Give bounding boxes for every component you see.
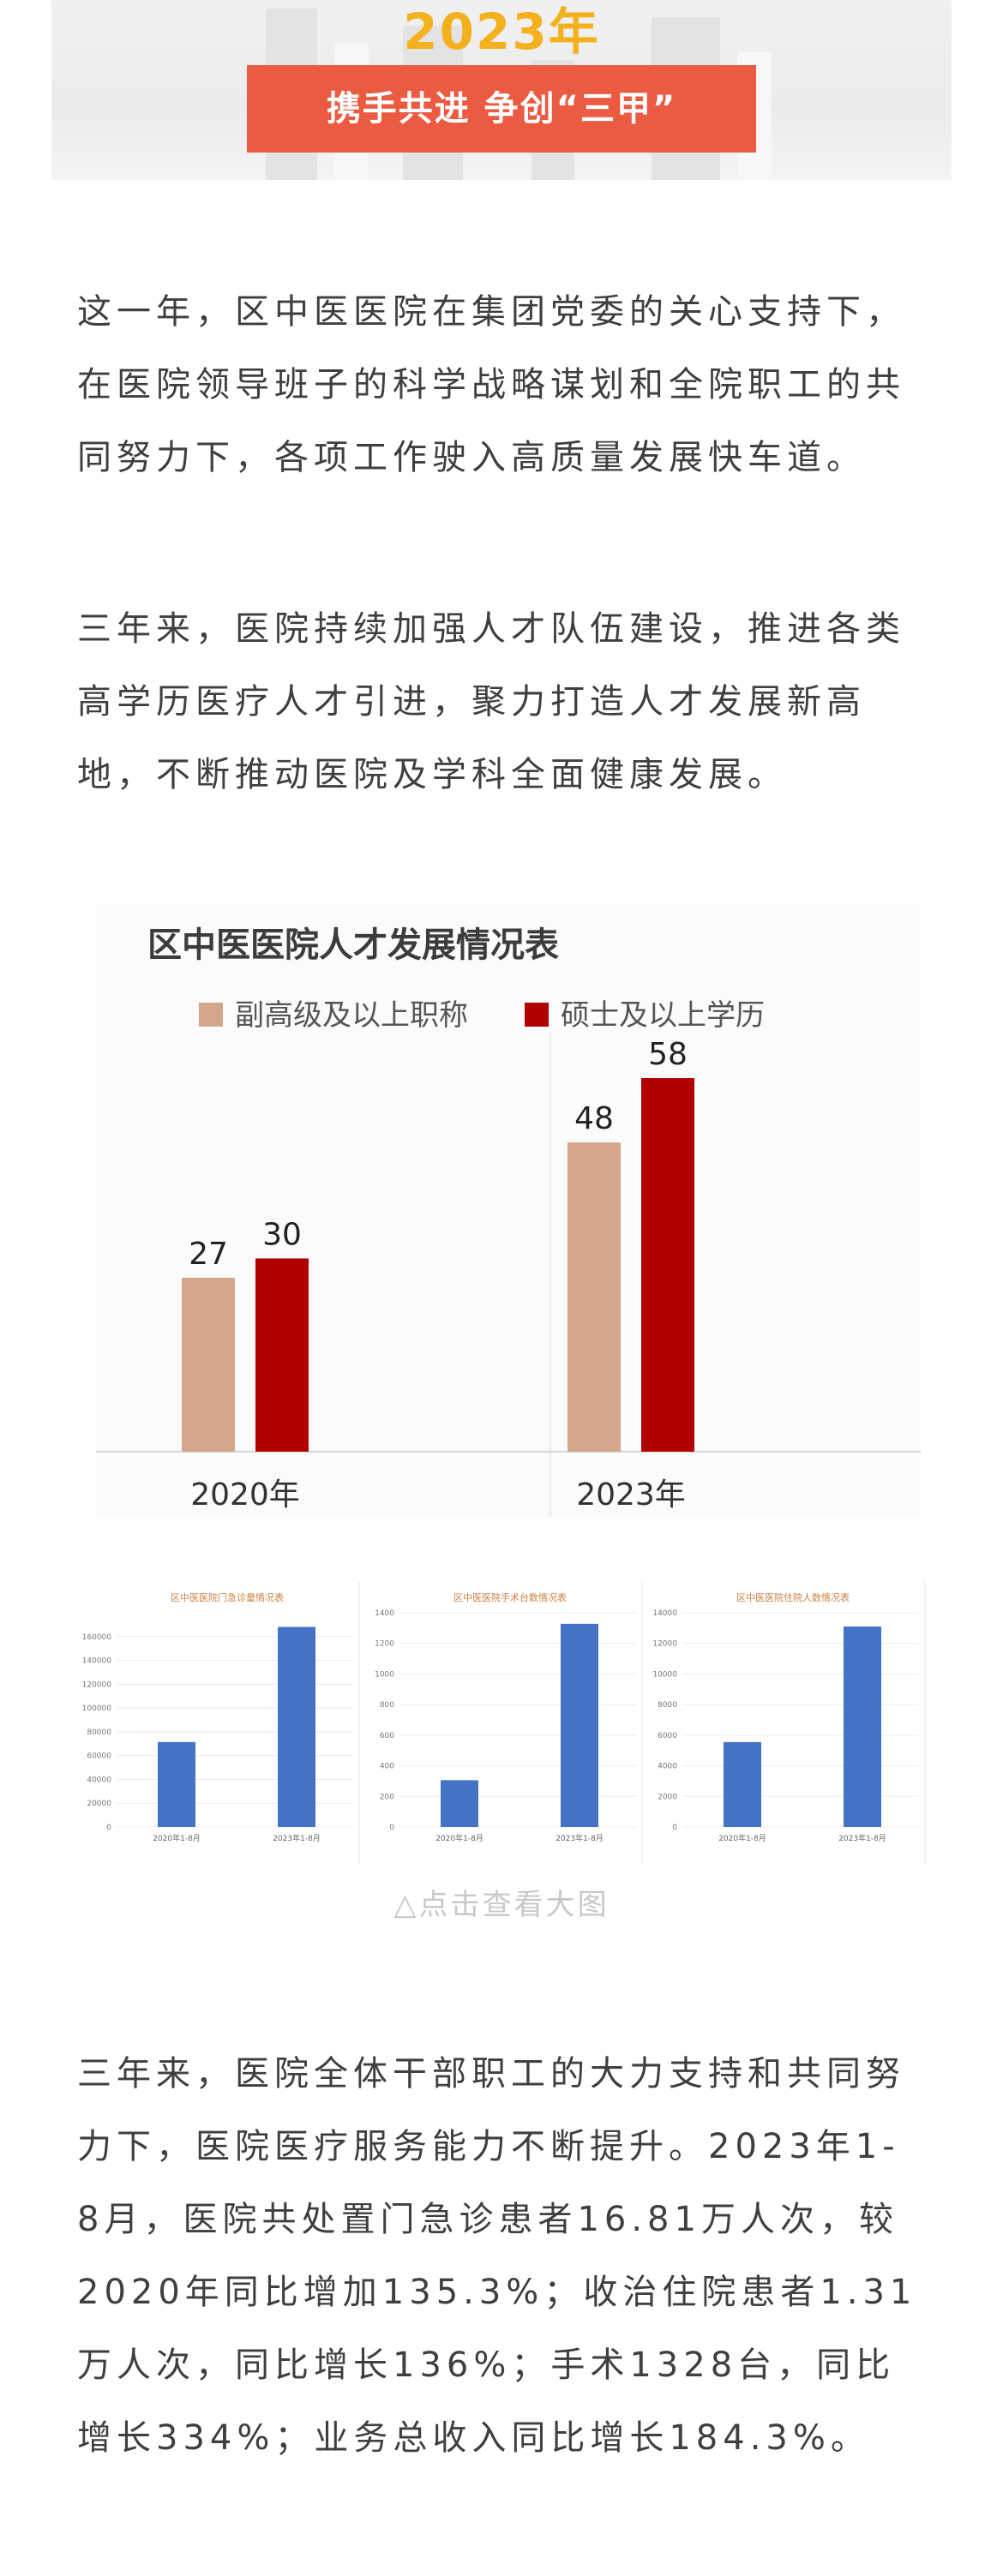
chart-title: 区中医医院手术台数情况表 [453, 1591, 567, 1603]
tick-label: 1400 [375, 1609, 394, 1618]
chart-title: 区中医医院门急诊量情况表 [171, 1591, 284, 1603]
tick-label: 200 [380, 1793, 394, 1801]
category-label: 2023年 [576, 1477, 686, 1513]
tick-label: 600 [380, 1732, 394, 1740]
tick-label: 10000 [652, 1670, 677, 1679]
small-charts-row[interactable]: 区中医医院门急诊量情况表 0 20000 40000 60000 80000 100000 1… [77, 1582, 926, 1865]
bar [561, 1623, 598, 1827]
data-label: 58 [648, 1037, 688, 1072]
tick-label: 120000 [82, 1680, 112, 1689]
bar [158, 1741, 195, 1827]
bar [568, 1142, 621, 1452]
legend-label: 硕士及以上学历 [561, 998, 765, 1033]
bar [724, 1741, 761, 1827]
category-label: 2023年1-8月 [556, 1833, 604, 1843]
category-label: 2023年1-8月 [838, 1833, 886, 1843]
surgery-chart[interactable]: 区中医医院手术台数情况表 0 200 400 600 800 1000 1200 1400 202… [360, 1582, 643, 1865]
paragraph-intro: 这一年，区中医医院在集团党委的关心支持下，在医院领导班子的科学战略谋划和全院职工… [77, 292, 905, 477]
tick-label: 140000 [82, 1657, 112, 1666]
bar [641, 1078, 694, 1452]
tick-label: 800 [380, 1701, 394, 1710]
tick-label: 4000 [658, 1763, 677, 1771]
category-label: 2020年1-8月 [718, 1833, 766, 1843]
chart-title: 区中医医院住院人数情况表 [736, 1591, 850, 1603]
outpatient-chart[interactable]: 区中医医院门急诊量情况表 0 20000 40000 60000 80000 100000 1… [77, 1582, 360, 1865]
paragraph-services: 三年来，医院全体干部职工的大力支持和共同努力下，医院医疗服务能力不断提升。202… [77, 2054, 917, 2458]
tick-label: 14000 [652, 1609, 677, 1618]
bar [441, 1780, 478, 1827]
tick-label: 6000 [658, 1732, 677, 1740]
legend-swatch [199, 1003, 223, 1027]
tick-label: 0 [389, 1824, 394, 1832]
image-caption: △点击查看大图 [393, 1888, 610, 1922]
tick-label: 0 [106, 1824, 111, 1832]
data-label: 48 [574, 1101, 614, 1136]
data-label: 30 [262, 1217, 302, 1252]
talent-development-chart[interactable]: 区中医医院人才发展情况表 副高级及以上职称 硕士及以上学历 27 30 2020年 48… [96, 903, 921, 1517]
paragraph-talent: 三年来，医院持续加强人才队伍建设，推进各类高学历医疗人才引进，聚力打造人才发展新… [77, 609, 905, 794]
tick-label: 12000 [652, 1640, 677, 1649]
tick-label: 2000 [658, 1793, 677, 1801]
tick-label: 80000 [87, 1728, 111, 1737]
category-label: 2023年1-8月 [273, 1833, 321, 1843]
tick-label: 40000 [87, 1776, 111, 1784]
category-label: 2020年 [190, 1477, 300, 1513]
bar [844, 1626, 881, 1827]
tick-label: 20000 [87, 1800, 111, 1808]
tick-label: 1200 [375, 1640, 394, 1649]
category-label: 2020年1-8月 [435, 1833, 483, 1843]
bar [255, 1258, 309, 1452]
tick-label: 1000 [375, 1670, 394, 1679]
bar [278, 1626, 315, 1827]
tick-label: 160000 [82, 1633, 112, 1642]
slogan-ribbon: 携手共进 争创“三甲” [247, 65, 756, 153]
legend-label: 副高级及以上职称 [235, 998, 468, 1033]
data-label: 27 [189, 1237, 228, 1272]
year-title: 2023年 [403, 3, 600, 61]
inpatient-chart[interactable]: 区中医医院住院人数情况表 0 2000 4000 6000 8000 10000 12000 1… [643, 1582, 926, 1865]
tick-label: 8000 [658, 1701, 677, 1710]
legend-swatch [525, 1003, 549, 1027]
chart-title: 区中医医院人才发展情况表 [147, 926, 559, 965]
chart-legend: 副高级及以上职称 硕士及以上学历 [199, 998, 765, 1033]
category-label: 2020年1-8月 [153, 1833, 201, 1843]
tick-label: 60000 [87, 1752, 111, 1761]
bar [182, 1278, 235, 1452]
tick-label: 400 [380, 1763, 394, 1771]
tick-label: 0 [672, 1824, 677, 1832]
tick-label: 100000 [82, 1704, 112, 1713]
